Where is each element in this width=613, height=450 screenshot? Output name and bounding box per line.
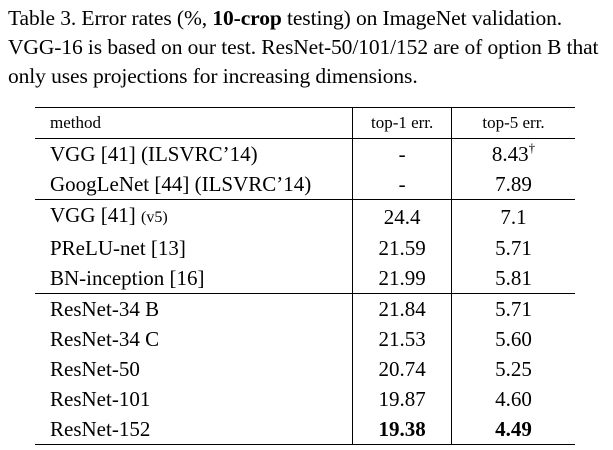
row-top1: 21.59 — [352, 233, 452, 263]
row-method: ResNet-50 — [50, 357, 140, 381]
caption-bold-text: 10-crop — [212, 6, 282, 30]
row-top5: 5.25 — [451, 354, 575, 384]
row-top1: - — [352, 138, 452, 169]
row-method: VGG [41] (v5) — [35, 199, 353, 233]
row-method-name: VGG [41] — [50, 203, 141, 227]
row-top1: 21.99 — [352, 263, 452, 294]
row-top5: 4.60 — [451, 384, 575, 414]
table-header-row: method top-1 err. top-5 err. — [35, 107, 575, 139]
row-method: ResNet-34 C — [50, 327, 160, 351]
row-top5: 5.81 — [451, 263, 575, 294]
row-method: ResNet-152 — [35, 414, 353, 445]
header-top1: top-1 err. — [352, 107, 452, 139]
row-top1: 20.74 — [352, 354, 452, 384]
row-method-suffix: (v5) — [140, 209, 168, 226]
row-top5-best: 4.49 — [451, 414, 575, 445]
table-row: ResNet-50 20.74 5.25 — [35, 354, 575, 384]
row-top5: 7.89 — [451, 169, 575, 200]
row-method: BN-inception [16] — [50, 266, 205, 290]
row-top5: 8.43† — [451, 138, 575, 169]
row-method: ResNet-34 B — [35, 293, 353, 324]
row-method: PReLU-net [13] — [50, 236, 186, 260]
row-top1: 24.4 — [352, 199, 452, 233]
table-row: VGG [41] (ILSVRC’14) - 8.43† — [35, 138, 575, 169]
row-top1-best: 19.38 — [352, 414, 452, 445]
table-row: ResNet-34 B 21.84 5.71 — [35, 293, 575, 324]
row-top1: 19.87 — [352, 384, 452, 414]
table-row: GoogLeNet [44] (ILSVRC’14) - 7.89 — [35, 169, 575, 200]
table-row: BN-inception [16] 21.99 5.81 — [35, 263, 575, 294]
table-row: PReLU-net [13] 21.59 5.71 — [35, 233, 575, 263]
row-top5-value: 8.43 — [491, 142, 529, 166]
caption-text-end: testing) on ImageNet validation. VGG-16 … — [8, 6, 599, 88]
caption-text-start: Table 3. Error rates (%, — [8, 6, 213, 30]
row-top5: 5.71 — [451, 293, 575, 324]
row-top5: 5.60 — [451, 324, 575, 354]
dagger-footnote-mark: † — [528, 140, 536, 155]
row-method: VGG [41] (ILSVRC’14) — [50, 142, 258, 166]
error-rates-table: method top-1 err. top-5 err. VGG [41] (I… — [35, 107, 575, 445]
row-top5: 5.71 — [451, 233, 575, 263]
table-row: VGG [41] (v5) 24.4 7.1 — [35, 199, 575, 233]
row-top5: 7.1 — [451, 199, 575, 233]
row-top1: 21.53 — [352, 324, 452, 354]
header-top5: top-5 err. — [451, 107, 575, 139]
table-row: ResNet-101 19.87 4.60 — [35, 384, 575, 414]
row-method: ResNet-101 — [50, 387, 151, 411]
header-method: method — [35, 107, 353, 139]
row-top1: - — [352, 169, 452, 200]
table-row: ResNet-152 19.38 4.49 — [35, 414, 575, 445]
row-top1: 21.84 — [352, 293, 452, 324]
table-row: ResNet-34 C 21.53 5.60 — [35, 324, 575, 354]
row-method: GoogLeNet [44] (ILSVRC’14) — [50, 172, 312, 196]
table-caption: Table 3. Error rates (%, 10-crop testing… — [8, 4, 608, 91]
